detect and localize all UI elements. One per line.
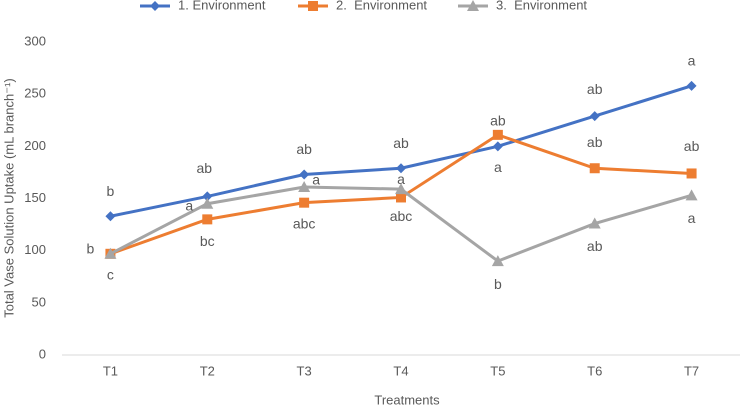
annotation: ab xyxy=(393,135,409,151)
annotation: ab xyxy=(587,238,603,254)
x-tick-label: T5 xyxy=(490,363,505,378)
annotation: abc xyxy=(390,208,413,224)
marker xyxy=(150,1,160,11)
annotation: a xyxy=(494,159,502,175)
marker xyxy=(396,192,406,203)
marker xyxy=(491,255,504,267)
y-axis-title: Total Vase Solution Uptake (mL branch⁻¹) xyxy=(1,78,16,318)
marker xyxy=(299,169,310,180)
x-tick-label: T2 xyxy=(200,363,215,378)
marker xyxy=(589,111,600,122)
marker xyxy=(104,247,117,259)
y-tick-label: 250 xyxy=(24,86,46,101)
y-tick-label: 150 xyxy=(24,190,46,205)
annotation: a xyxy=(312,172,320,188)
annotation: b xyxy=(107,183,115,199)
y-tick-label: 0 xyxy=(39,346,46,361)
y-tick-label: 100 xyxy=(24,242,46,257)
annotation: ab xyxy=(296,141,312,157)
marker xyxy=(308,1,318,11)
marker xyxy=(396,163,406,174)
annotation: bc xyxy=(200,233,215,249)
annotation: a xyxy=(185,197,193,213)
marker xyxy=(202,191,213,202)
marker xyxy=(105,211,116,222)
annotation: abc xyxy=(293,215,316,231)
marker xyxy=(686,80,697,91)
legend-label: 2. Environment xyxy=(336,0,427,12)
y-tick-label: 300 xyxy=(24,33,46,48)
marker xyxy=(492,141,503,152)
x-tick-label: T3 xyxy=(297,363,312,378)
marker xyxy=(202,214,213,225)
y-tick-label: 50 xyxy=(32,294,46,309)
annotation: a xyxy=(688,210,696,226)
marker xyxy=(299,197,310,208)
annotation: a xyxy=(397,171,405,187)
marker xyxy=(686,168,697,179)
y-tick-label: 200 xyxy=(24,138,46,153)
marker xyxy=(298,181,311,193)
marker xyxy=(589,163,600,174)
marker xyxy=(588,217,601,229)
marker xyxy=(395,183,407,195)
x-tick-label: T4 xyxy=(393,363,408,378)
annotation: b xyxy=(494,276,502,292)
annotation: b xyxy=(87,240,95,256)
x-tick-label: T1 xyxy=(103,363,118,378)
annotation: ab xyxy=(587,134,603,150)
annotation: ab xyxy=(587,81,603,97)
annotation: a xyxy=(688,53,696,69)
annotation: ab xyxy=(684,138,700,154)
x-tick-label: T6 xyxy=(587,363,602,378)
x-axis-title: Treatments xyxy=(374,392,440,406)
legend-label: 3. Environment xyxy=(496,0,587,12)
marker xyxy=(201,197,214,209)
legend-label: 1. Environment xyxy=(178,0,266,12)
marker xyxy=(685,189,698,201)
x-tick-label: T7 xyxy=(684,363,699,378)
marker xyxy=(492,129,503,140)
annotation: ab xyxy=(196,160,212,176)
marker xyxy=(467,0,479,11)
annotation: c xyxy=(107,266,114,282)
annotation: ab xyxy=(490,113,506,129)
